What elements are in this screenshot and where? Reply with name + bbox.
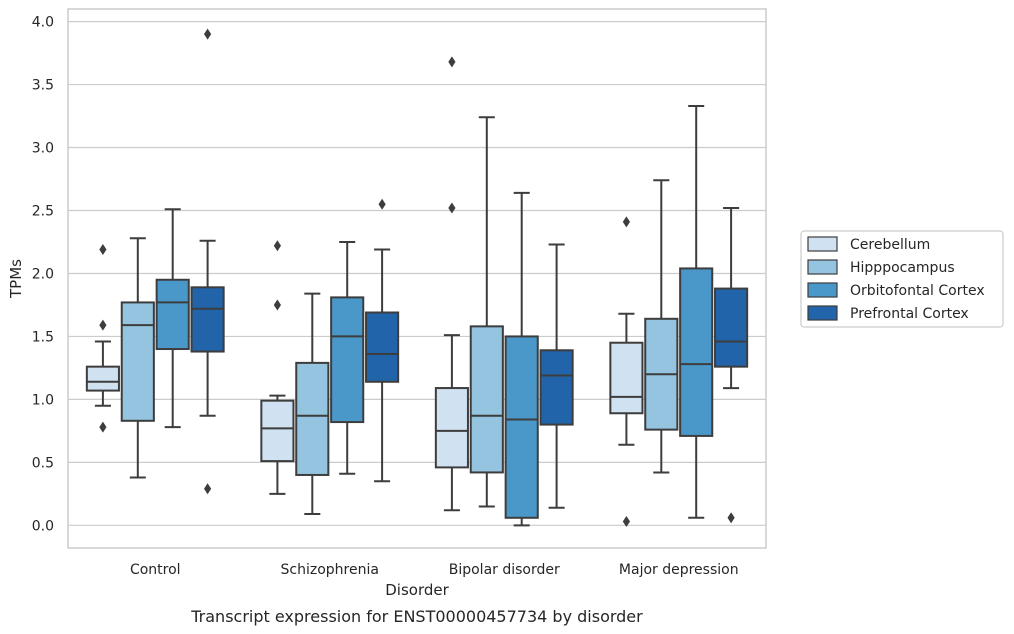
iqr-box [155,278,190,351]
outlier-point [448,202,456,214]
iqr-box [260,399,295,463]
box-prefrontal-cortex [714,206,749,524]
legend-label: Hipppocampus [850,260,955,276]
iqr-box [330,296,365,424]
box-orbitofontal-cortex [504,191,539,527]
y-tick-label: 0.0 [32,518,54,534]
iqr-box [120,301,155,422]
iqr-box [190,286,225,353]
legend-label: Prefrontal Cortex [850,306,969,322]
y-axis-title: TPMs [7,259,25,299]
y-tick-label: 3.0 [32,141,54,157]
x-tick-label: Major depression [619,562,739,578]
y-tick-label: 1.5 [32,329,54,345]
outlier-point [448,56,456,68]
legend-frame [800,230,1004,328]
chart-caption: Transcript expression for ENST0000045773… [190,607,643,626]
legend-label: Cerebellum [850,237,930,253]
outlier-point [273,240,281,252]
x-tick-labels: Control Schizophrenia Bipolar disorder Majo… [130,562,739,578]
box-orbitofontal-cortex [679,104,714,519]
box-hipppocampus [469,116,504,508]
iqr-box [295,361,330,476]
outlier-point [99,319,107,331]
box-cerebellum [609,216,644,528]
iqr-box [469,325,504,474]
x-tick-label: Control [130,562,181,578]
x-axis-title: Disorder [385,581,449,599]
box-orbitofontal-cortex [330,240,365,475]
legend-label: Orbitofontal Cortex [850,283,985,299]
outlier-point [99,421,107,433]
outlier-point [99,244,107,256]
legend-swatch [807,236,838,252]
box-hipppocampus [295,292,330,515]
y-tick-label: 0.5 [32,455,54,471]
y-tick-label: 4.0 [32,15,54,31]
iqr-box [365,311,400,383]
box-cerebellum [85,244,120,433]
box-cerebellum [434,56,469,512]
iqr-box [504,335,539,519]
legend: Cerebellum Hipppocampus Orbitofontal Corte… [800,230,1004,328]
iqr-box [434,387,469,469]
outlier-point [622,216,630,228]
box-prefrontal-cortex [539,243,574,509]
y-tick-label: 1.0 [32,392,54,408]
iqr-box [609,341,644,415]
iqr-box [714,287,749,368]
outlier-point [622,516,630,528]
box-hipppocampus [644,179,679,474]
box-orbitofontal-cortex [155,208,190,429]
box-hipppocampus [120,237,155,479]
legend-swatch [807,259,838,275]
x-tick-label: Schizophrenia [281,562,379,578]
iqr-box [85,365,120,392]
outlier-point [204,28,212,40]
legend-swatch [807,282,838,298]
box-prefrontal-cortex [190,28,225,495]
iqr-box [679,267,714,437]
x-tick-label: Bipolar disorder [449,562,560,578]
y-tick-label: 3.5 [32,78,54,94]
outlier-point [378,198,386,210]
y-tick-label: 2.0 [32,266,54,282]
legend-swatch [807,305,838,321]
iqr-box [539,349,574,426]
boxes [85,28,749,528]
y-tick-label: 2.5 [32,203,54,219]
box-cerebellum [260,240,295,495]
outlier-point [204,483,212,495]
plot-frame [67,8,767,549]
outlier-point [273,299,281,311]
box-prefrontal-cortex [365,198,400,483]
outlier-point [727,512,735,524]
y-tick-labels: 0.0 0.5 1.0 1.5 2.0 2.5 3.0 3.5 4.0 [32,15,54,535]
